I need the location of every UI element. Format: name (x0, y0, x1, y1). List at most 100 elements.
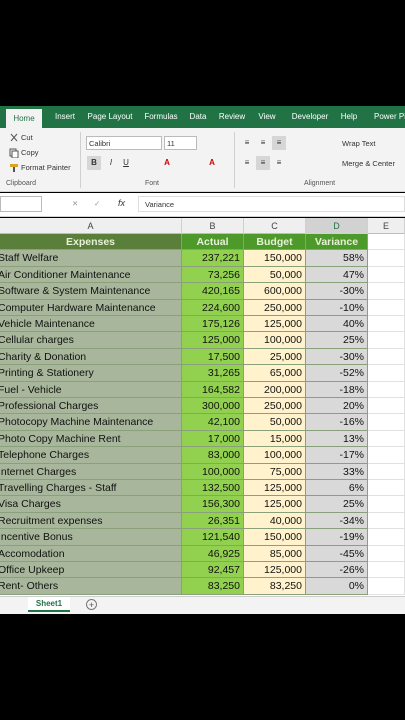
value-cell: 83,250 (244, 578, 306, 595)
cancel-icon: ✕ (72, 199, 79, 208)
expense-cell: Cellular charges (0, 332, 182, 349)
ribbon-tab[interactable]: Developer (291, 112, 329, 121)
empty-cell (368, 529, 405, 546)
value-cell: 17,000 (182, 430, 244, 448)
value-cell: 250,000 (244, 398, 306, 415)
empty-cell (368, 332, 405, 349)
expense-cell: Charity & Donation (0, 348, 182, 366)
value-cell: 47% (306, 266, 368, 284)
format-painter-icon (10, 164, 18, 172)
empty-cell (368, 266, 405, 284)
align-right-button[interactable]: ≡ (276, 158, 282, 167)
font-name-box[interactable]: Calibri (86, 136, 162, 150)
empty-cell (368, 430, 405, 448)
value-cell: -10% (306, 299, 368, 316)
empty-cell (368, 480, 405, 497)
value-cell: 250,000 (244, 299, 306, 316)
sheet-tab[interactable]: Sheet1 (28, 597, 70, 612)
expense-cell: Air Conditioner Maintenance (0, 266, 182, 284)
expense-cell: Fuel - Vehicle (0, 381, 182, 398)
function-icon: fx (118, 198, 126, 208)
expense-cell: Vehicle Maintenance (0, 316, 182, 333)
worksheet-grid: Expenses Actual Budget Variance Staff Welfar… (0, 234, 405, 596)
align-bottom-button[interactable]: ≡ (272, 136, 286, 150)
expense-cell: Staff Welfare (0, 250, 182, 267)
table-header-cell: Budget (244, 234, 306, 251)
ribbon-tabs: Home Insert Page Layout Formulas Data Review V… (0, 106, 405, 130)
value-cell: 33% (306, 463, 368, 480)
cut-icon (10, 133, 18, 142)
value-cell: 85,000 (244, 545, 306, 562)
value-cell: 50,000 (244, 414, 306, 431)
value-cell: 75,000 (244, 463, 306, 480)
value-cell: 46,925 (182, 545, 244, 562)
empty-cell (368, 316, 405, 333)
empty-cell (368, 398, 405, 415)
value-cell: 420,165 (182, 283, 244, 300)
align-middle-button[interactable]: ≡ (260, 138, 266, 147)
value-cell: 100,000 (244, 447, 306, 464)
value-cell: 121,540 (182, 529, 244, 546)
font-color-button[interactable]: A (209, 158, 215, 167)
fill-color-button[interactable]: A (164, 158, 170, 167)
sheet-tab-bar: Sheet1 + (0, 596, 405, 614)
table-header-cell: Actual (182, 234, 244, 251)
cut-button[interactable]: Cut (21, 133, 33, 142)
font-size-box[interactable]: 11 (164, 136, 197, 150)
value-cell: 40% (306, 316, 368, 333)
value-cell: -30% (306, 348, 368, 366)
value-cell: -52% (306, 365, 368, 382)
format-painter-button[interactable]: Format Painter (21, 163, 71, 172)
column-header[interactable]: E (368, 218, 405, 234)
ribbon-tab[interactable]: Power Pi (373, 112, 405, 121)
ribbon-tab[interactable]: Formulas (144, 112, 178, 121)
ribbon-tab[interactable]: Home (6, 109, 42, 130)
formula-bar: ✕ ✓ fx Variance (0, 193, 405, 217)
value-cell: 164,582 (182, 381, 244, 398)
value-cell: 100,000 (244, 332, 306, 349)
empty-cell (368, 283, 405, 300)
expense-cell: Recruitment expenses (0, 512, 182, 530)
empty-cell (368, 234, 405, 251)
expense-cell: Professional Charges (0, 398, 182, 415)
ribbon-tab[interactable]: Data (189, 112, 207, 121)
ribbon-tab[interactable]: Review (218, 112, 246, 121)
formula-input[interactable]: Variance (138, 196, 405, 212)
ribbon-tab[interactable]: Insert (54, 112, 75, 121)
value-cell: 6% (306, 480, 368, 497)
column-header[interactable]: B (182, 218, 244, 234)
ribbon-tab[interactable]: Help (340, 112, 358, 121)
value-cell: 17,500 (182, 348, 244, 366)
expense-cell: Photocopy Machine Maintenance (0, 414, 182, 431)
font-size: 11 (167, 139, 175, 148)
underline-button[interactable]: U (123, 158, 129, 167)
italic-button[interactable]: I (109, 158, 113, 167)
ribbon-tab[interactable]: View (258, 112, 276, 121)
wrap-text-button[interactable]: Wrap Text (342, 139, 376, 148)
value-cell: 40,000 (244, 512, 306, 530)
value-cell: 125,000 (244, 316, 306, 333)
expense-cell: Office Upkeep (0, 562, 182, 579)
copy-button[interactable]: Copy (21, 148, 39, 157)
column-header[interactable]: C (244, 218, 306, 234)
ribbon-tab[interactable]: Page Layout (87, 112, 133, 121)
expense-cell: Telephone Charges (0, 447, 182, 464)
value-cell: 125,000 (182, 332, 244, 349)
value-cell: 156,300 (182, 496, 244, 513)
font-name: Calibri (89, 139, 111, 148)
align-top-button[interactable]: ≡ (244, 138, 250, 147)
value-cell: -18% (306, 381, 368, 398)
name-box[interactable] (0, 196, 42, 212)
expense-cell: Software & System Maintenance (0, 283, 182, 300)
bold-button[interactable]: B (87, 156, 101, 170)
value-cell: 0% (306, 578, 368, 595)
merge-center-button[interactable]: Merge & Center (342, 159, 395, 168)
copy-icon (9, 148, 19, 158)
column-header[interactable]: A (0, 218, 182, 234)
align-left-button[interactable]: ≡ (244, 158, 250, 167)
value-cell: 15,000 (244, 430, 306, 448)
value-cell: 600,000 (244, 283, 306, 300)
column-header[interactable]: D (306, 218, 368, 234)
align-center-button[interactable]: ≡ (256, 156, 270, 170)
add-sheet-button[interactable]: + (86, 599, 97, 610)
